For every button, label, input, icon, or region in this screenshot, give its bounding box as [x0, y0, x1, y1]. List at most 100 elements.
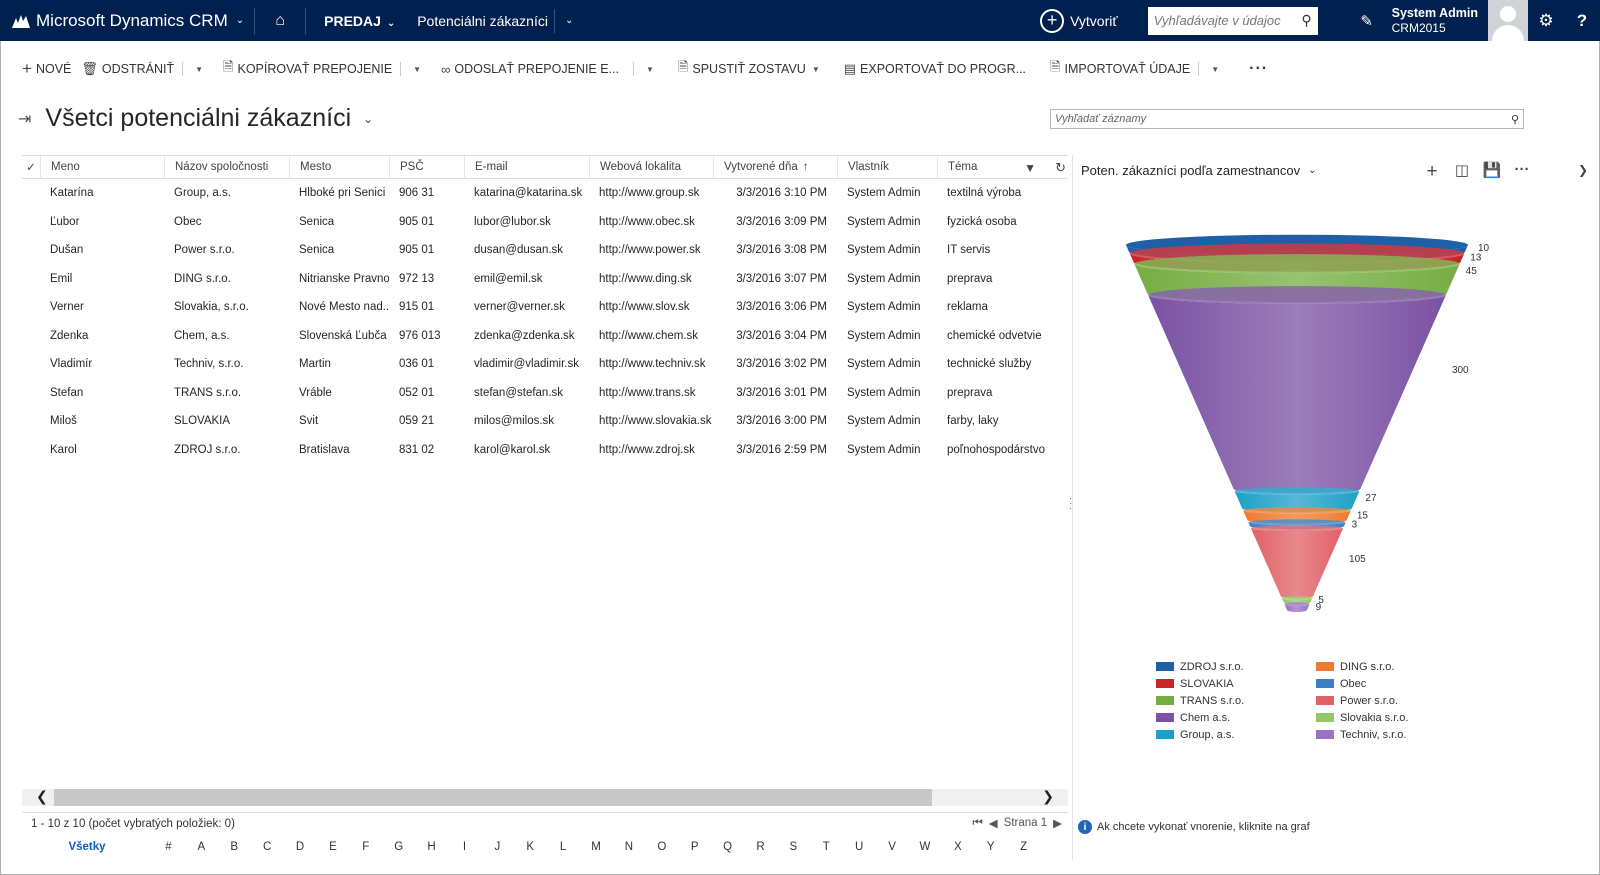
- column-header[interactable]: Názov spoločnosti: [164, 155, 289, 179]
- first-page-icon[interactable]: ⏮: [972, 816, 983, 829]
- scrollbar-thumb[interactable]: [54, 789, 932, 806]
- alpha-letter[interactable]: M: [591, 841, 601, 853]
- alpha-letter[interactable]: G: [394, 841, 404, 853]
- alpha-letter[interactable]: A: [197, 841, 206, 853]
- column-header[interactable]: Mesto: [289, 155, 389, 179]
- column-header[interactable]: Vlastník: [837, 155, 937, 179]
- table-cell[interactable]: dusan@dusan.sk: [474, 244, 564, 257]
- table-cell[interactable]: DING s.r.o.: [174, 272, 231, 285]
- alpha-letter[interactable]: E: [329, 841, 337, 853]
- copy-link-button[interactable]: 🗎 KOPÍROVAŤ PREPOJENIE ▼: [223, 58, 421, 80]
- table-cell[interactable]: karol@karol.sk: [474, 443, 551, 456]
- table-cell[interactable]: http://www.zdroj.sk: [599, 443, 695, 456]
- table-cell[interactable]: http://www.ding.sk: [599, 272, 692, 285]
- table-row[interactable]: Karol ZDROJ s.r.o. Bratislava 831 02 karol@k…: [22, 436, 1068, 465]
- table-cell[interactable]: lubor@lubor.sk: [474, 215, 551, 228]
- chevron-down-icon[interactable]: ⌄: [235, 15, 245, 26]
- global-search-input[interactable]: Vyhľadávajte v údajoc ⚲: [1147, 6, 1318, 35]
- search-icon[interactable]: ⚲: [1301, 12, 1312, 28]
- alpha-all[interactable]: Všetky: [68, 841, 106, 853]
- alpha-letter[interactable]: K: [526, 841, 535, 853]
- legend-item[interactable]: Obec: [1316, 677, 1476, 690]
- filter-icon[interactable]: ▼: [1024, 161, 1036, 175]
- alpha-letter[interactable]: W: [919, 841, 931, 853]
- pane-splitter[interactable]: [1072, 155, 1073, 860]
- funnel-segment[interactable]: [1148, 295, 1446, 493]
- alpha-letter[interactable]: B: [230, 841, 239, 853]
- table-cell[interactable]: SLOVAKIA: [174, 415, 231, 428]
- table-row[interactable]: Ľubor Obec Senica 905 01 lubor@lubor.sk http:…: [22, 208, 1068, 237]
- table-cell[interactable]: System Admin: [847, 301, 921, 314]
- horizontal-scrollbar[interactable]: ❮ ❯: [22, 788, 1068, 806]
- alpha-letter[interactable]: Z: [1020, 841, 1028, 853]
- alpha-letter[interactable]: H: [427, 841, 436, 853]
- legend-item[interactable]: TRANS s.r.o.: [1156, 694, 1316, 707]
- table-cell[interactable]: System Admin: [847, 358, 921, 371]
- alpha-letter[interactable]: U: [854, 841, 864, 853]
- table-cell[interactable]: ZDROJ s.r.o.: [174, 443, 241, 456]
- table-cell[interactable]: http://www.techniv.sk: [599, 358, 706, 371]
- table-cell[interactable]: Chem, a.s.: [174, 329, 230, 342]
- table-cell[interactable]: System Admin: [847, 272, 921, 285]
- table-cell[interactable]: http://www.trans.sk: [599, 386, 696, 399]
- alpha-letter[interactable]: O: [657, 841, 667, 853]
- table-cell[interactable]: katarina@katarina.sk: [474, 187, 583, 200]
- column-header[interactable]: Webová lokalita: [589, 155, 713, 179]
- scroll-left-icon[interactable]: ❮: [36, 788, 48, 804]
- area-menu[interactable]: PREDAJ ⌄: [324, 13, 395, 29]
- new-button[interactable]: + NOVÉ: [22, 59, 71, 79]
- table-cell[interactable]: Group, a.s.: [174, 187, 231, 200]
- table-cell[interactable]: verner@verner.sk: [474, 301, 565, 314]
- table-cell[interactable]: Verner: [50, 301, 84, 314]
- legend-item[interactable]: SLOVAKIA: [1156, 677, 1316, 690]
- chevron-down-icon[interactable]: ▼: [646, 64, 654, 74]
- alpha-letter[interactable]: #: [165, 841, 172, 853]
- alpha-letter[interactable]: I: [462, 841, 467, 853]
- chart-layout-icon[interactable]: ◫: [1454, 162, 1470, 179]
- alpha-letter[interactable]: T: [822, 841, 830, 853]
- table-cell[interactable]: Vladimír: [50, 358, 93, 371]
- table-row[interactable]: Zdenka Chem, a.s. Slovenská Ľubča 976 013 zd…: [22, 322, 1068, 351]
- chevron-down-icon[interactable]: ▼: [1211, 64, 1220, 74]
- alpha-letter[interactable]: Q: [723, 841, 733, 853]
- table-cell[interactable]: Dušan: [50, 244, 84, 257]
- pin-icon[interactable]: ⇥: [18, 110, 32, 128]
- task-flow-icon[interactable]: ✎: [1360, 12, 1373, 30]
- app-logo[interactable]: Microsoft Dynamics CRM ⌄: [0, 0, 244, 41]
- legend-item[interactable]: Power s.r.o.: [1316, 694, 1476, 707]
- table-cell[interactable]: vladimir@vladimir.sk: [474, 358, 579, 371]
- legend-item[interactable]: DING s.r.o.: [1316, 660, 1476, 673]
- view-title[interactable]: Všetci potenciálni zákazníci: [45, 104, 352, 132]
- table-cell[interactable]: zdenka@zdenka.sk: [474, 329, 575, 342]
- alpha-letter[interactable]: N: [624, 841, 634, 853]
- funnel-segment[interactable]: [1284, 604, 1310, 612]
- legend-item[interactable]: ZDROJ s.r.o.: [1156, 660, 1316, 673]
- email-link-button[interactable]: ∞ ODOSLAŤ PREPOJENIE E... ▼: [441, 62, 654, 77]
- alpha-letter[interactable]: F: [362, 841, 370, 853]
- table-cell[interactable]: System Admin: [847, 244, 921, 257]
- entity-chevron-icon[interactable]: ⌄: [553, 8, 581, 33]
- table-cell[interactable]: Obec: [174, 215, 202, 228]
- table-cell[interactable]: emil@emil.sk: [474, 272, 543, 285]
- alpha-letter[interactable]: J: [494, 841, 501, 853]
- help-icon[interactable]: ?: [1576, 10, 1588, 30]
- table-row[interactable]: Miloš SLOVAKIA Svit 059 21 milos@milos.sk htt…: [22, 407, 1068, 436]
- table-cell[interactable]: milos@milos.sk: [474, 415, 555, 428]
- search-icon[interactable]: ⚲: [1510, 113, 1519, 126]
- splitter-handle-icon[interactable]: · · ·: [1069, 493, 1073, 514]
- table-cell[interactable]: System Admin: [847, 187, 921, 200]
- table-cell[interactable]: http://www.power.sk: [599, 244, 701, 257]
- alpha-letter[interactable]: C: [262, 841, 272, 853]
- alpha-letter[interactable]: S: [789, 841, 798, 853]
- scroll-right-icon[interactable]: ❯: [1042, 788, 1054, 804]
- entity-tab[interactable]: Potenciálni zákazníci: [417, 12, 548, 29]
- table-cell[interactable]: Katarína: [50, 187, 94, 200]
- legend-item[interactable]: Slovakia s.r.o.: [1316, 711, 1476, 724]
- table-cell[interactable]: http://www.slovakia.sk: [599, 415, 712, 428]
- legend-item[interactable]: Chem a.s.: [1156, 711, 1316, 724]
- table-cell[interactable]: Ľubor: [50, 215, 80, 228]
- export-excel-button[interactable]: ▤ EXPORTOVAŤ DO PROGR...: [844, 61, 1026, 77]
- table-cell[interactable]: Slovakia, s.r.o.: [174, 301, 249, 314]
- prev-page-icon[interactable]: ◀: [988, 818, 998, 830]
